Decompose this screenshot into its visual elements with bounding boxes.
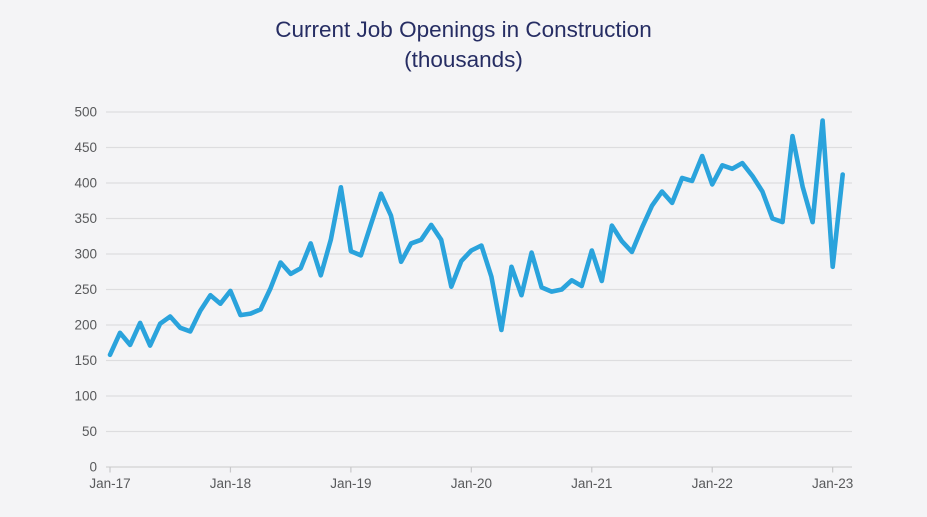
- y-tick-label-450: 450: [74, 140, 97, 155]
- y-tick-label-200: 200: [74, 318, 97, 333]
- x-axis-ticks: [109, 467, 834, 473]
- series-construction-line: [107, 118, 846, 358]
- x-tick-label-Jan-23: Jan-23: [812, 476, 853, 491]
- x-tick-label-Jan-21: Jan-21: [571, 476, 612, 491]
- y-tick-label-250: 250: [74, 282, 97, 297]
- x-tick-label-Jan-20: Jan-20: [451, 476, 492, 491]
- y-tick-label-50: 50: [82, 424, 97, 439]
- y-tick-label-0: 0: [89, 460, 97, 475]
- x-tick-label-Jan-17: Jan-17: [89, 476, 130, 491]
- y-tick-label-150: 150: [74, 353, 97, 368]
- x-tick-label-Jan-22: Jan-22: [692, 476, 733, 491]
- job-openings-series-line: [107, 118, 846, 358]
- y-axis-labels: 0 50 100 150 200 250 300 350 400 450 500: [74, 105, 97, 475]
- chart-title-block: Current Job Openings in Construction (th…: [0, 15, 927, 75]
- x-tick-label-Jan-19: Jan-19: [330, 476, 371, 491]
- chart-title: Current Job Openings in Construction: [275, 17, 652, 42]
- y-tick-label-100: 100: [74, 389, 97, 404]
- y-tick-label-400: 400: [74, 176, 97, 191]
- x-tick-label-Jan-18: Jan-18: [210, 476, 251, 491]
- y-tick-label-300: 300: [74, 247, 97, 262]
- y-tick-label-350: 350: [74, 211, 97, 226]
- y-tick-label-500: 500: [74, 105, 97, 120]
- x-axis-labels: Jan-17 Jan-18 Jan-19 Jan-20 Jan-21 Jan-22 Jan-…: [89, 476, 853, 491]
- chart-subtitle: (thousands): [404, 47, 523, 72]
